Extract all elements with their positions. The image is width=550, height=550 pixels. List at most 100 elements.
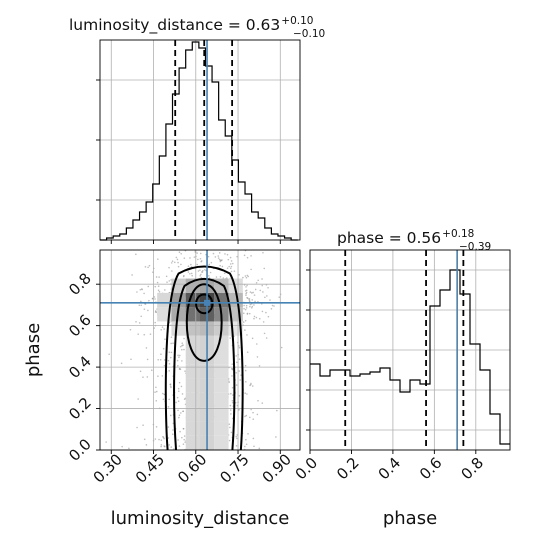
sample-point xyxy=(184,370,186,372)
sample-point xyxy=(247,432,249,435)
sample-point xyxy=(232,394,234,396)
sample-point xyxy=(183,435,186,437)
sample-point xyxy=(148,264,151,267)
sample-point xyxy=(252,291,254,294)
sample-point xyxy=(172,429,174,431)
y-tick-label: 0.8 xyxy=(65,269,95,299)
sample-point xyxy=(250,306,253,309)
sample-point xyxy=(178,354,181,357)
sample-point xyxy=(177,390,180,392)
density-cell xyxy=(171,321,186,336)
sample-point xyxy=(230,260,233,262)
sample-point xyxy=(163,364,166,367)
density-cell xyxy=(185,321,200,336)
sample-point xyxy=(177,364,179,367)
sample-point xyxy=(231,399,234,402)
tick-marks xyxy=(306,269,477,454)
sample-point xyxy=(258,447,261,450)
sample-point xyxy=(261,402,264,404)
sample-point xyxy=(238,346,241,349)
sample-point xyxy=(236,255,238,258)
sample-point xyxy=(273,305,275,307)
sample-point xyxy=(235,445,238,447)
sample-point xyxy=(256,343,258,345)
sample-point xyxy=(143,308,146,310)
sample-point xyxy=(169,356,172,359)
sample-point xyxy=(182,344,184,346)
sample-point xyxy=(246,351,249,353)
sample-point xyxy=(217,257,220,259)
sample-point xyxy=(170,262,173,264)
sample-point xyxy=(160,439,163,441)
sample-point xyxy=(140,315,143,318)
sample-point xyxy=(244,290,247,292)
x-tick-label: 0.60 xyxy=(174,450,210,486)
sample-point xyxy=(217,255,220,257)
sample-point xyxy=(168,280,171,282)
sample-point xyxy=(154,321,156,324)
sample-point xyxy=(256,413,259,416)
sample-point xyxy=(252,418,255,420)
sample-point xyxy=(138,322,141,324)
sample-point xyxy=(128,447,130,450)
sample-point xyxy=(275,436,277,438)
sample-point xyxy=(276,409,278,412)
sample-point xyxy=(246,284,248,287)
sample-point xyxy=(143,333,146,336)
density-cell xyxy=(214,392,229,408)
sample-point xyxy=(136,426,138,429)
sample-point xyxy=(248,300,251,303)
sample-point xyxy=(153,296,156,298)
sample-point xyxy=(142,424,144,426)
sample-point xyxy=(169,383,172,386)
sample-point xyxy=(163,393,166,396)
contour-lines xyxy=(164,265,244,451)
sample-point xyxy=(230,265,233,268)
sample-point xyxy=(168,363,171,365)
histogram-step-line xyxy=(310,269,510,445)
sample-point xyxy=(204,268,206,271)
density-cell xyxy=(214,378,229,393)
density-cell xyxy=(185,392,200,408)
sample-point xyxy=(229,263,232,265)
x-tick-label: 0.90 xyxy=(259,450,295,486)
sample-point xyxy=(177,265,180,268)
sample-point xyxy=(163,445,165,447)
sample-point xyxy=(178,445,181,447)
sample-point xyxy=(202,269,204,272)
sample-point xyxy=(183,438,185,441)
sample-point xyxy=(155,390,158,393)
x-tick-label: 0.4 xyxy=(375,454,405,484)
sample-point xyxy=(236,437,238,440)
sample-point xyxy=(265,311,267,314)
sample-point xyxy=(219,264,221,267)
x-tick-label: 0.30 xyxy=(90,450,126,486)
sample-point xyxy=(162,435,164,438)
sample-point xyxy=(263,332,266,335)
sample-point xyxy=(164,289,166,291)
sample-point xyxy=(252,411,254,414)
sample-point xyxy=(170,342,172,345)
sample-point xyxy=(160,328,162,331)
sample-point xyxy=(182,443,185,445)
sample-point xyxy=(182,410,184,413)
sample-point xyxy=(200,260,203,263)
sample-point xyxy=(231,262,234,265)
sample-point xyxy=(244,392,246,395)
sample-point xyxy=(215,276,218,278)
sample-point xyxy=(245,294,247,297)
sample-point xyxy=(251,299,254,301)
sample-point xyxy=(230,392,232,395)
sample-point xyxy=(171,433,174,436)
sample-point xyxy=(266,295,268,297)
sample-point xyxy=(207,255,210,258)
sample-point xyxy=(168,398,170,401)
sample-point xyxy=(244,369,247,372)
density-cell xyxy=(185,364,200,379)
sample-point xyxy=(199,269,201,271)
y-tick-label: 0.2 xyxy=(65,394,95,424)
sample-point xyxy=(171,270,173,272)
sample-point xyxy=(176,396,179,399)
sample-point xyxy=(246,393,248,395)
sample-point xyxy=(177,387,180,390)
